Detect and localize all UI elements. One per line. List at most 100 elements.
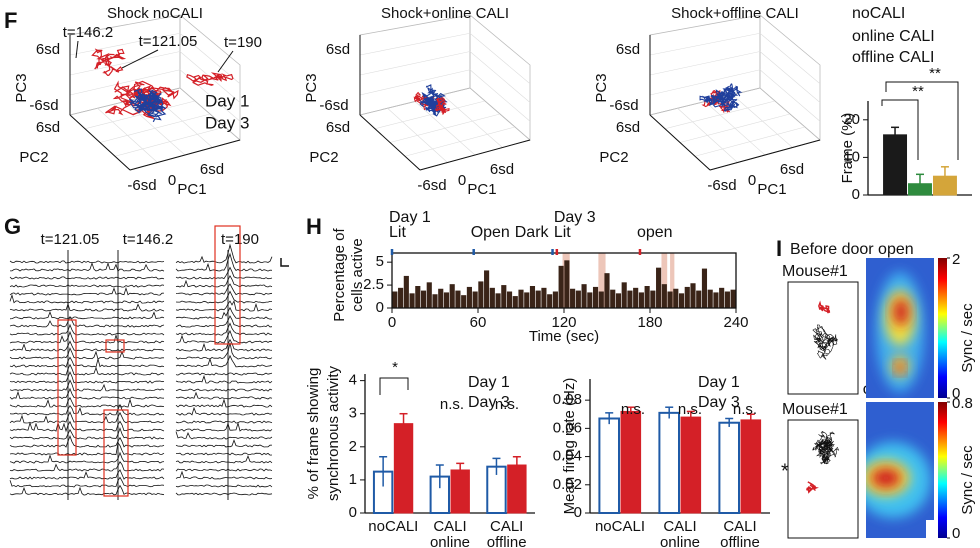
box-grid <box>759 69 821 122</box>
bar <box>658 411 681 514</box>
trace <box>175 470 273 480</box>
mouse-path-sync <box>805 481 819 494</box>
axis-label: 0 <box>748 172 756 189</box>
bar <box>656 267 662 308</box>
axis-label: 6sd <box>490 161 514 178</box>
annotation: n.s. <box>733 401 757 418</box>
axis <box>419 139 531 171</box>
trace <box>175 398 273 408</box>
mouse-path <box>812 324 839 360</box>
bar <box>575 290 581 308</box>
x-tick-label: online <box>430 534 470 548</box>
bar <box>610 289 616 308</box>
axis-label: PC2 <box>19 149 48 166</box>
annotation: t=121.05 <box>139 33 198 50</box>
trajectory-day3 <box>105 80 179 120</box>
bar <box>438 288 444 308</box>
x-tick-label: CALI <box>490 518 523 535</box>
bar <box>644 286 650 308</box>
trace <box>9 476 165 488</box>
trace <box>175 431 273 440</box>
y-tick-label: 20 <box>843 111 860 128</box>
legend-entry: offline CALI <box>852 49 934 66</box>
event-label: Open <box>471 224 510 241</box>
bar <box>581 284 587 308</box>
bar <box>690 283 696 308</box>
bar <box>392 291 398 308</box>
legend-entry: Day 3 <box>698 394 740 411</box>
trace <box>175 374 273 384</box>
highlight-box <box>57 319 77 456</box>
highlight <box>670 253 675 308</box>
trace <box>9 411 165 424</box>
bar <box>466 286 472 308</box>
trace <box>175 266 273 280</box>
axis-label: -6sd <box>319 97 348 114</box>
trace <box>9 451 165 464</box>
arrow <box>217 50 234 73</box>
trace <box>9 484 165 496</box>
box-grid <box>649 51 761 76</box>
bar <box>707 289 713 308</box>
trace <box>175 492 273 496</box>
trajectory-day3 <box>434 97 450 115</box>
x-tick-label: offline <box>487 534 527 548</box>
panel-label: I <box>776 236 782 261</box>
panel-label: G <box>4 214 21 239</box>
plot-title: Shock+offline CALI <box>671 5 799 22</box>
trace <box>175 406 273 416</box>
trace <box>9 396 165 408</box>
axis-label: PC3 <box>13 73 30 102</box>
bar <box>535 290 541 308</box>
trace <box>9 323 165 336</box>
trace <box>175 354 273 368</box>
colorbar <box>938 258 947 398</box>
legend-entry: Day 3 <box>468 394 510 411</box>
bar <box>883 134 908 196</box>
highlight <box>661 253 668 308</box>
box-grid <box>389 113 501 143</box>
axis <box>129 139 241 171</box>
box-grid <box>359 32 471 56</box>
bar <box>461 295 467 308</box>
bar <box>455 290 461 308</box>
bar <box>426 282 432 308</box>
heatmap-notch <box>926 520 934 538</box>
axis-label: PC1 <box>757 181 786 198</box>
colorbar <box>938 402 947 538</box>
axis <box>649 114 711 171</box>
trace <box>9 347 164 360</box>
y-tick-label: 0 <box>852 186 860 203</box>
heatmap <box>866 258 934 398</box>
trace <box>9 435 165 448</box>
y-tick-label: 5 <box>376 253 384 270</box>
x-tick-label: 180 <box>637 314 662 331</box>
colorbar-tick-label: 0 <box>952 525 960 542</box>
trajectory-day3 <box>91 48 127 77</box>
bar <box>638 292 644 308</box>
axis-label: -6sd <box>417 177 446 194</box>
trace <box>9 330 165 344</box>
annotation: ** <box>929 65 941 82</box>
bar <box>409 293 415 308</box>
bar <box>620 410 642 514</box>
bar <box>398 287 404 308</box>
trace <box>175 252 273 272</box>
trace <box>175 329 273 344</box>
panel-label: F <box>4 8 17 33</box>
bar <box>512 296 518 308</box>
trace <box>175 484 273 488</box>
bar <box>432 294 438 308</box>
x-tick-label: CALI <box>433 518 466 535</box>
y-tick-label: 0 <box>349 504 357 521</box>
trace <box>9 286 165 296</box>
x-tick-label: CALI <box>723 518 756 535</box>
legend-day1: Day 1 <box>205 91 249 110</box>
trajectory-day1 <box>128 88 167 123</box>
axis <box>359 114 421 171</box>
y-tick-label: 0.02 <box>553 476 582 493</box>
axis-label: 6sd <box>326 41 350 58</box>
trace <box>175 342 273 360</box>
trace <box>175 290 272 304</box>
